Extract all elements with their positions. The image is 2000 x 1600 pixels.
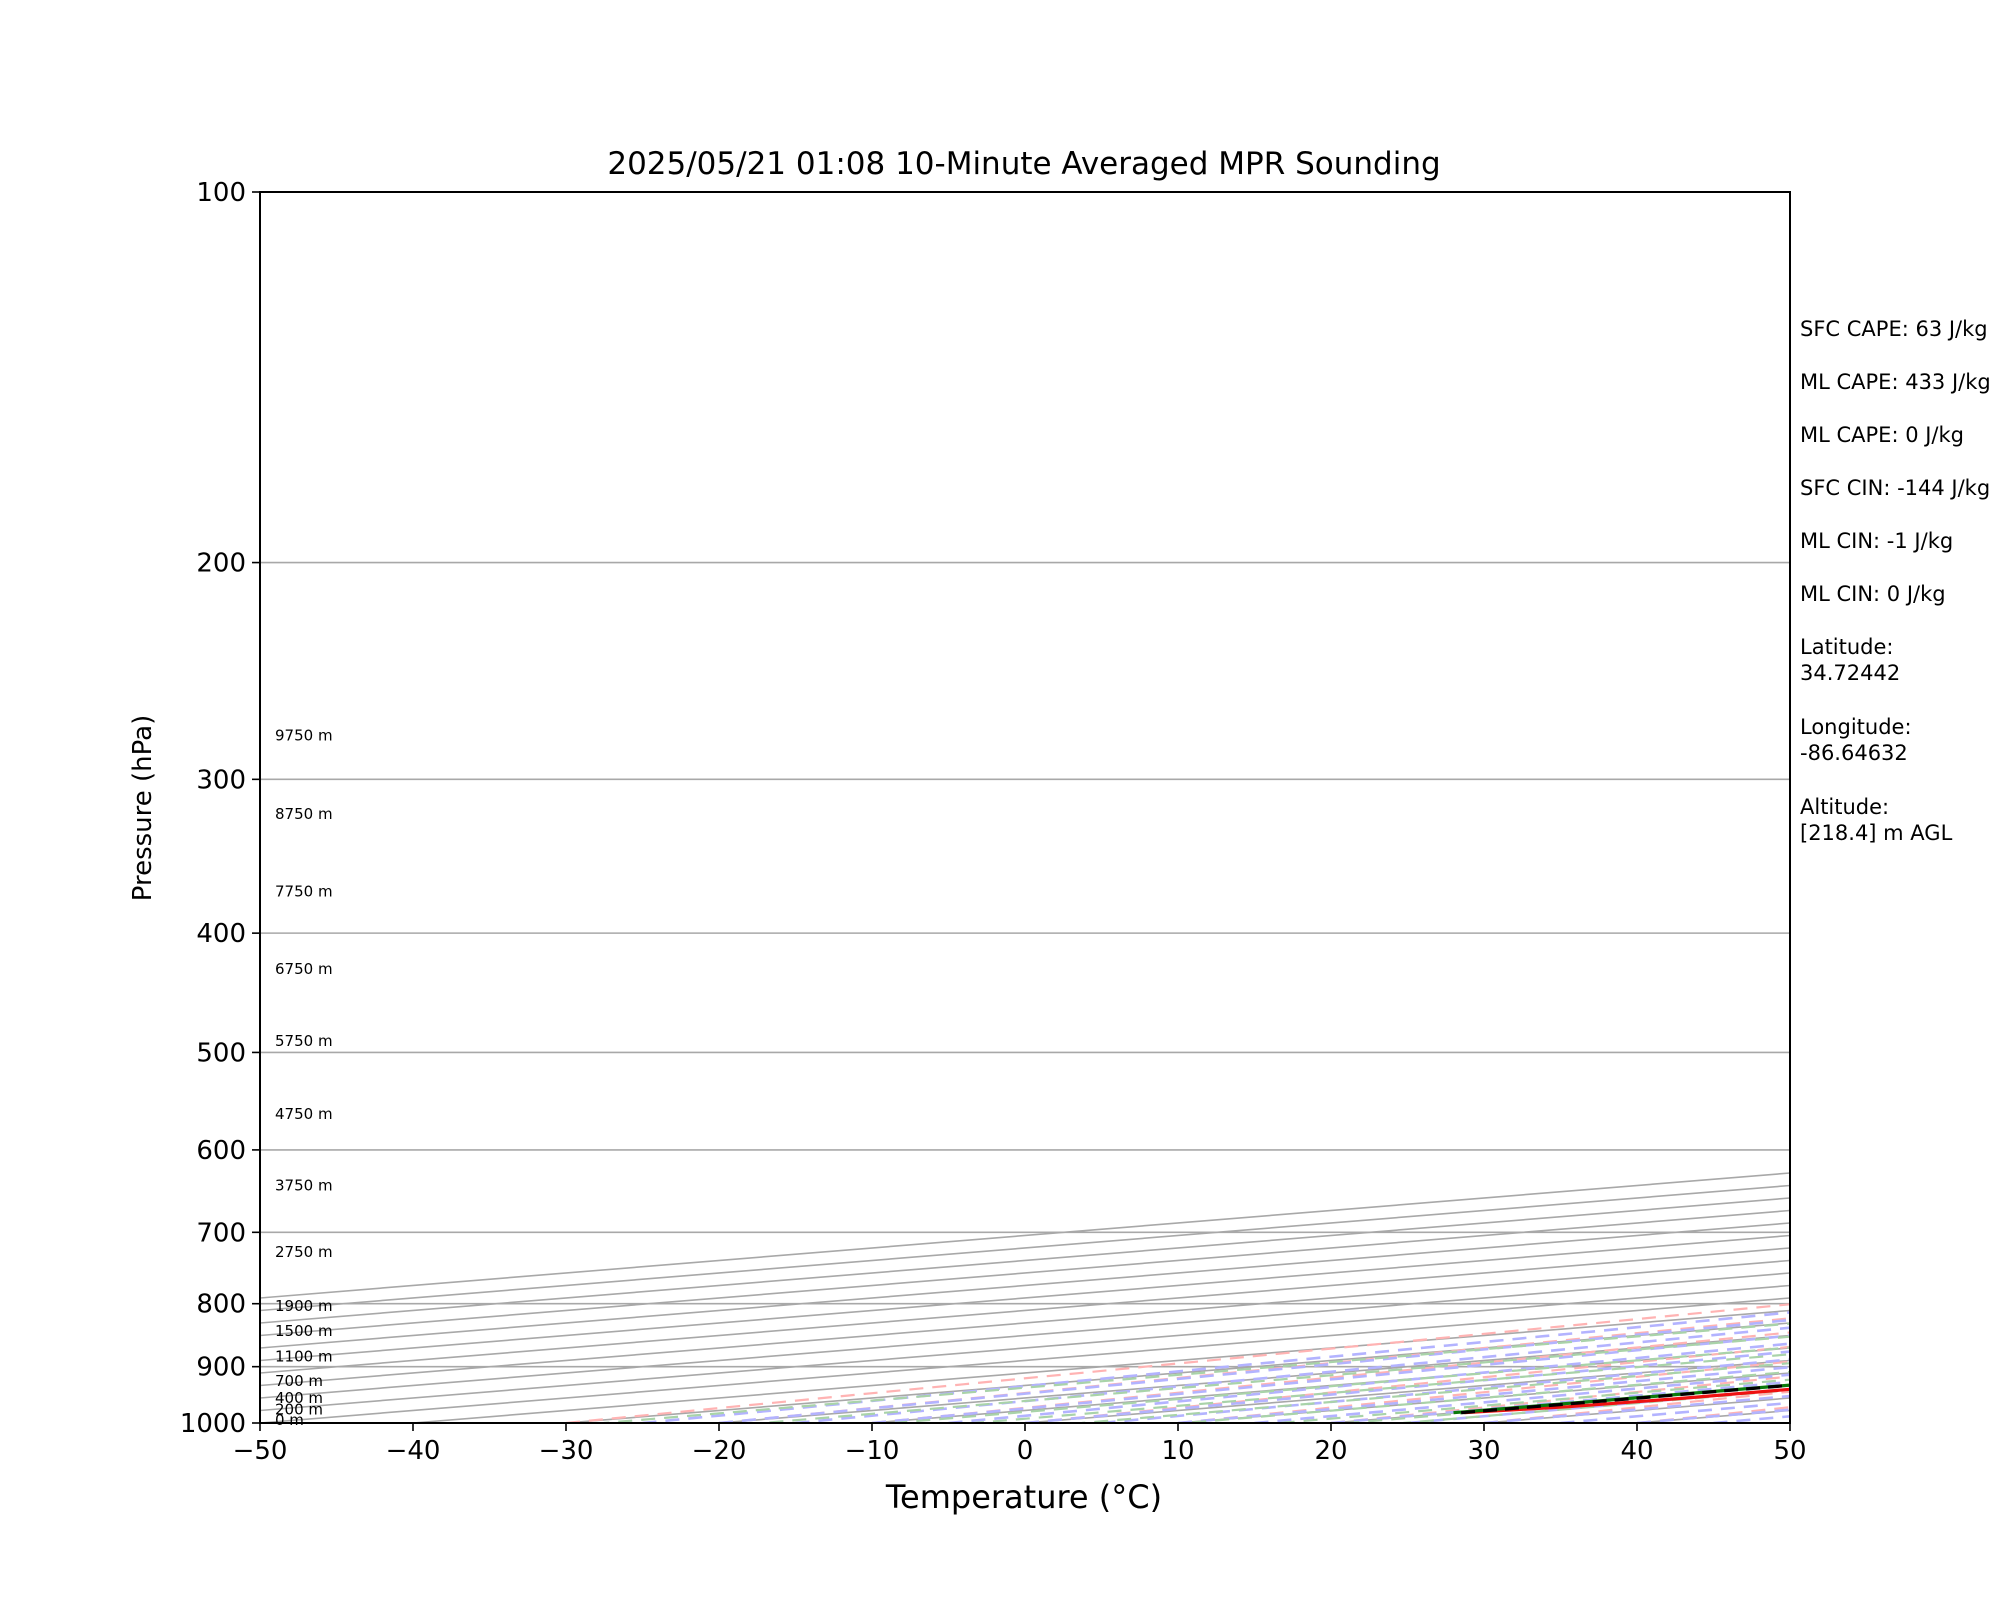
x-tick-label: −10 bbox=[845, 1436, 900, 1466]
stat-ml-cin: ML CIN: -1 J/kg bbox=[1800, 529, 1954, 553]
height-label: 1900 m bbox=[275, 1297, 333, 1315]
latitude-block: Latitude: 34.72442 bbox=[1800, 634, 2000, 714]
stat-sfc-cape: SFC CAPE: 63 J/kg bbox=[1800, 317, 1988, 341]
y-tick-label: 200 bbox=[196, 549, 246, 579]
x-tick-label: −40 bbox=[386, 1436, 441, 1466]
y-tick-label: 1000 bbox=[180, 1409, 246, 1439]
altitude-value: [218.4] m AGL bbox=[1800, 821, 1953, 845]
isotherm-line bbox=[565, 1322, 1790, 1423]
height-label: 1500 m bbox=[275, 1322, 333, 1340]
height-label: 6750 m bbox=[275, 960, 333, 978]
moist-adiabat-line bbox=[642, 1311, 1790, 1423]
height-label: 2750 m bbox=[275, 1243, 333, 1261]
y-tick-label: 900 bbox=[196, 1353, 246, 1383]
height-label: 8750 m bbox=[275, 805, 333, 823]
latitude-label: Latitude: bbox=[1800, 635, 1894, 659]
x-axis-label: Temperature (°C) bbox=[885, 1478, 1162, 1516]
longitude-label: Longitude: bbox=[1800, 715, 1912, 739]
altitude-block: Altitude: [218.4] m AGL bbox=[1800, 794, 2000, 874]
mixing-ratio-line bbox=[893, 1346, 1790, 1423]
height-label: 5750 m bbox=[275, 1032, 333, 1050]
latitude-value: 34.72442 bbox=[1800, 661, 1901, 685]
chart-title: 2025/05/21 01:08 10-Minute Averaged MPR … bbox=[607, 146, 1440, 182]
height-label: 700 m bbox=[275, 1372, 323, 1390]
moist-adiabat-line bbox=[795, 1326, 1790, 1423]
y-tick-label: 800 bbox=[196, 1290, 246, 1320]
dry-adiabat-line bbox=[871, 1331, 1790, 1423]
height-label: 1100 m bbox=[275, 1347, 333, 1365]
x-tick-label: 50 bbox=[1773, 1436, 1806, 1466]
moist-adiabat-line bbox=[718, 1318, 1790, 1423]
stat-ml-cape: ML CAPE: 433 J/kg bbox=[1800, 370, 1991, 394]
height-label: 200 m bbox=[275, 1401, 323, 1419]
stat-ml-cin-2: ML CIN: 0 J/kg bbox=[1800, 582, 1946, 606]
plot-frame bbox=[259, 191, 1791, 1424]
longitude-block: Longitude: -86.64632 bbox=[1800, 714, 2000, 794]
x-tick-label: 20 bbox=[1314, 1436, 1347, 1466]
height-label: 4750 m bbox=[275, 1105, 333, 1123]
mixing-ratio-line bbox=[603, 1322, 1790, 1423]
stat-sfc-cin: SFC CIN: -144 J/kg bbox=[1800, 476, 1991, 500]
y-tick-label: 600 bbox=[196, 1136, 246, 1166]
x-tick-label: −20 bbox=[692, 1436, 747, 1466]
isotherm-line bbox=[260, 1209, 1790, 1337]
longitude-value: -86.64632 bbox=[1800, 741, 1908, 765]
mixing-ratio-line bbox=[1081, 1362, 1790, 1423]
y-tick-label: 100 bbox=[196, 178, 246, 208]
height-label: 7750 m bbox=[275, 882, 333, 900]
x-tick-label: −50 bbox=[233, 1436, 288, 1466]
stat-ml-cape-2: ML CAPE: 0 J/kg bbox=[1800, 423, 1965, 447]
y-axis-label: Pressure (hPa) bbox=[128, 715, 158, 902]
y-tick-label: 700 bbox=[196, 1218, 246, 1248]
isotherm-line bbox=[260, 1184, 1790, 1312]
y-axis-ticks: 100 200 300 400 500 600 700 800 900 1000 bbox=[180, 178, 260, 1439]
height-label: 0 m bbox=[275, 1411, 304, 1429]
mixing-ratio-line bbox=[974, 1353, 1790, 1423]
dry-adiabat-line bbox=[565, 1303, 1790, 1423]
height-label: 3750 m bbox=[275, 1177, 333, 1195]
x-tick-label: 40 bbox=[1620, 1436, 1653, 1466]
isotherm-line bbox=[260, 1197, 1790, 1324]
height-label: 400 m bbox=[275, 1389, 323, 1407]
altitude-label: Altitude: bbox=[1800, 795, 1890, 819]
y-tick-label: 500 bbox=[196, 1038, 246, 1068]
stats-panel: SFC CAPE: 63 J/kg ML CAPE: 433 J/kg ML C… bbox=[1800, 316, 2000, 874]
x-tick-label: −30 bbox=[539, 1436, 594, 1466]
x-axis-ticks: −50 −40 −30 −20 −10 0 10 20 30 40 50 bbox=[233, 1423, 1807, 1466]
isotherm-line bbox=[260, 1284, 1790, 1412]
y-tick-label: 400 bbox=[196, 919, 246, 949]
x-tick-label: 10 bbox=[1161, 1436, 1194, 1466]
isotherm-line bbox=[260, 1297, 1790, 1423]
isotherm-line bbox=[260, 1172, 1790, 1299]
moist-adiabat-line bbox=[871, 1334, 1790, 1423]
height-label: 9750 m bbox=[275, 727, 333, 745]
y-tick-label: 300 bbox=[196, 765, 246, 795]
x-tick-label: 0 bbox=[1017, 1436, 1034, 1466]
x-tick-label: 30 bbox=[1467, 1436, 1500, 1466]
